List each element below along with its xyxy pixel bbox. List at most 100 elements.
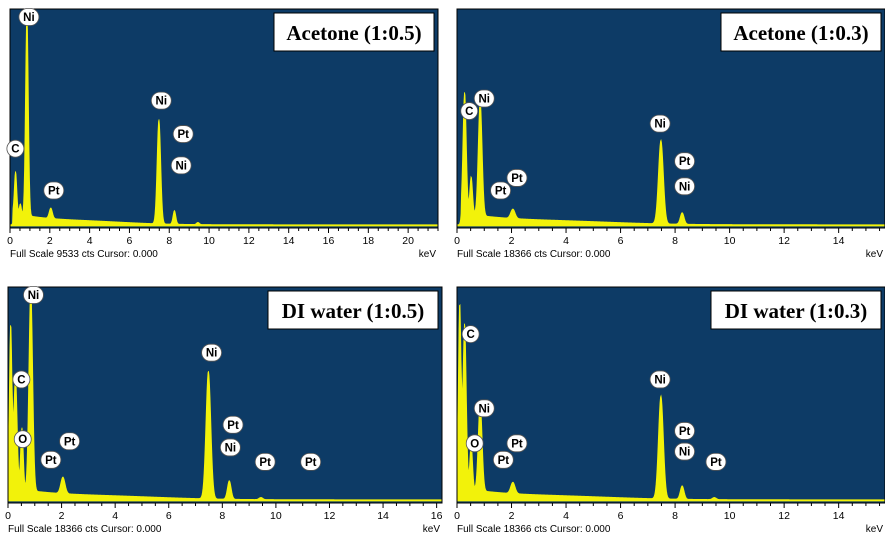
element-label-c: C xyxy=(6,139,25,158)
svg-text:Pt: Pt xyxy=(64,436,76,448)
svg-text:Ni: Ni xyxy=(654,119,666,131)
title-box xyxy=(720,12,882,52)
eds-spectrum-chart: 0 2 4 6 8 10 12 14 Full Scale 18366 cts Cursor: … xyxy=(454,286,885,535)
svg-text:Pt: Pt xyxy=(305,457,317,469)
element-label-pt: Pt xyxy=(43,181,65,200)
svg-text:Ni: Ni xyxy=(23,12,35,24)
scale-cursor-readout: Full Scale 18366 cts Cursor: 0.000 xyxy=(457,249,611,260)
x-tick-label: 10 xyxy=(270,510,282,522)
element-label-pt: Pt xyxy=(490,181,512,200)
x-tick-label: 14 xyxy=(283,235,295,247)
eds-spectrum-chart: 0 2 4 6 8 10 12 14 16 18 20 Full Scale 9533 cts Cur… xyxy=(6,8,439,260)
svg-text:Pt: Pt xyxy=(495,185,507,197)
element-label-pt: Pt xyxy=(674,152,696,171)
panel-top-left: 0 2 4 6 8 10 12 14 16 18 20 Full Scale 9533 cts Cur… xyxy=(6,8,439,271)
panel-bottom-right: 0 2 4 6 8 10 12 14 Full Scale 18366 cts Cursor: … xyxy=(454,286,885,546)
svg-text:C: C xyxy=(11,144,19,156)
svg-text:Pt: Pt xyxy=(679,426,691,438)
x-tick-label: 8 xyxy=(672,235,678,247)
svg-text:C: C xyxy=(17,374,25,386)
x-tick-label: 6 xyxy=(618,510,624,522)
svg-text:Ni: Ni xyxy=(156,96,168,108)
x-tick-label: 2 xyxy=(509,235,515,247)
panel-bottom-left: 0 2 4 6 8 10 12 14 16 Full Scale 18366 cts Cursor… xyxy=(5,286,443,546)
x-tick-label: 8 xyxy=(219,510,225,522)
element-label-ni: Ni xyxy=(649,114,671,133)
svg-text:Ni: Ni xyxy=(206,348,218,360)
x-tick-label: 6 xyxy=(127,235,133,247)
element-label-c: C xyxy=(12,370,31,389)
element-label-o: O xyxy=(13,430,32,449)
energy-unit-label: keV xyxy=(866,249,884,260)
x-tick-label: 18 xyxy=(362,235,374,247)
title-box xyxy=(710,290,882,330)
element-label-o: O xyxy=(465,434,484,453)
x-tick-label: 10 xyxy=(724,510,736,522)
element-label-ni: Ni xyxy=(170,156,192,175)
energy-unit-label: keV xyxy=(423,524,441,535)
spectrum-trace xyxy=(456,92,885,227)
element-label-pt: Pt xyxy=(254,452,276,471)
svg-text:Pt: Pt xyxy=(511,438,523,450)
x-tick-label: 12 xyxy=(243,235,255,247)
svg-text:Ni: Ni xyxy=(28,290,40,302)
element-label-pt: Pt xyxy=(222,415,244,434)
chart-title: DI water (1:0.3) xyxy=(725,299,868,323)
x-tick-label: 16 xyxy=(323,235,335,247)
svg-text:Pt: Pt xyxy=(227,420,239,432)
element-label-ni: Ni xyxy=(23,286,44,304)
element-label-ni: Ni xyxy=(473,89,495,108)
svg-text:Ni: Ni xyxy=(225,442,237,454)
element-label-pt: Pt xyxy=(59,432,81,451)
element-label-ni: Ni xyxy=(649,370,671,389)
element-label-c: C xyxy=(461,325,480,344)
x-tick-label: 2 xyxy=(509,510,515,522)
svg-text:Ni: Ni xyxy=(479,403,491,415)
spectrum-trace xyxy=(456,303,885,502)
x-tick-label: 2 xyxy=(47,235,53,247)
energy-unit-label: keV xyxy=(866,524,884,535)
svg-text:Pt: Pt xyxy=(48,185,60,197)
x-tick-label: 10 xyxy=(203,235,215,247)
x-tick-label: 0 xyxy=(5,510,11,522)
x-tick-label: 8 xyxy=(672,510,678,522)
element-label-pt: Pt xyxy=(705,452,727,471)
x-tick-label: 14 xyxy=(833,235,845,247)
svg-text:C: C xyxy=(465,106,473,118)
x-tick-label: 0 xyxy=(454,235,460,247)
svg-text:Ni: Ni xyxy=(479,94,491,106)
x-tick-label: 0 xyxy=(454,510,460,522)
element-label-ni: Ni xyxy=(674,177,696,196)
chart-title: Acetone (1:0.3) xyxy=(733,21,868,45)
chart-title: DI water (1:0.5) xyxy=(282,299,425,323)
spectrum-trace xyxy=(7,294,443,502)
x-tick-label: 6 xyxy=(618,235,624,247)
svg-text:Ni: Ni xyxy=(679,181,691,193)
eds-spectrum-chart: 0 2 4 6 8 10 12 14 Full Scale 18366 cts Cursor: … xyxy=(454,8,885,260)
x-tick-label: 12 xyxy=(778,510,790,522)
svg-text:Pt: Pt xyxy=(511,173,523,185)
element-label-ni: Ni xyxy=(674,442,696,461)
x-tick-label: 12 xyxy=(778,235,790,247)
element-label-ni: Ni xyxy=(201,343,223,362)
element-label-pt: Pt xyxy=(674,422,696,440)
x-tick-label: 6 xyxy=(166,510,172,522)
title-box xyxy=(273,12,435,52)
x-tick-label: 4 xyxy=(563,510,569,522)
element-label-pt: Pt xyxy=(300,452,322,471)
x-tick-label: 8 xyxy=(166,235,172,247)
element-label-pt: Pt xyxy=(492,450,514,469)
spectrum-trace xyxy=(9,16,439,227)
x-tick-label: 0 xyxy=(7,235,13,247)
x-tick-label: 4 xyxy=(563,235,569,247)
svg-text:Pt: Pt xyxy=(259,457,271,469)
title-box xyxy=(267,290,439,330)
x-tick-label: 10 xyxy=(724,235,736,247)
scale-cursor-readout: Full Scale 18366 cts Cursor: 0.000 xyxy=(8,524,162,535)
svg-text:Pt: Pt xyxy=(498,455,510,467)
scale-cursor-readout: Full Scale 9533 cts Cursor: 0.000 xyxy=(10,249,158,260)
element-label-ni: Ni xyxy=(18,8,40,26)
panel-top-right: 0 2 4 6 8 10 12 14 Full Scale 18366 cts Cursor: … xyxy=(454,8,885,271)
svg-text:Pt: Pt xyxy=(177,129,189,141)
element-label-pt: Pt xyxy=(172,125,194,143)
